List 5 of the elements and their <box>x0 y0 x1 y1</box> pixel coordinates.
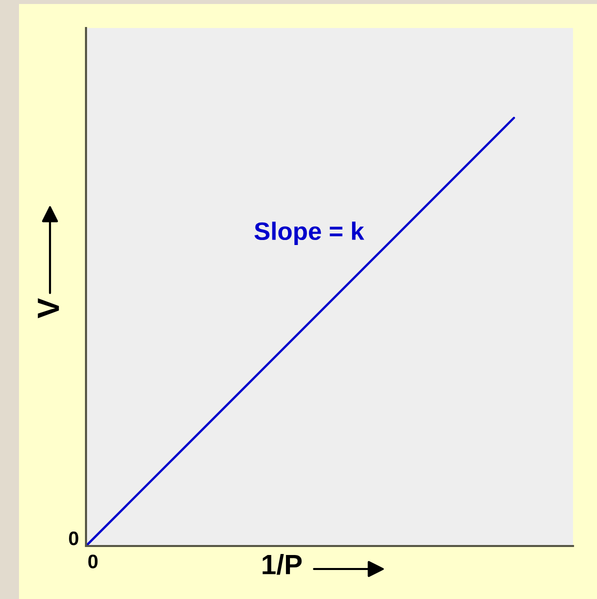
text: 0 <box>88 554 98 568</box>
annotation: Slope = k <box>254 222 364 245</box>
x-axis-title: 1/P <box>262 554 302 575</box>
annotation: 0 <box>69 531 78 546</box>
y-axis-title: V <box>38 298 59 318</box>
